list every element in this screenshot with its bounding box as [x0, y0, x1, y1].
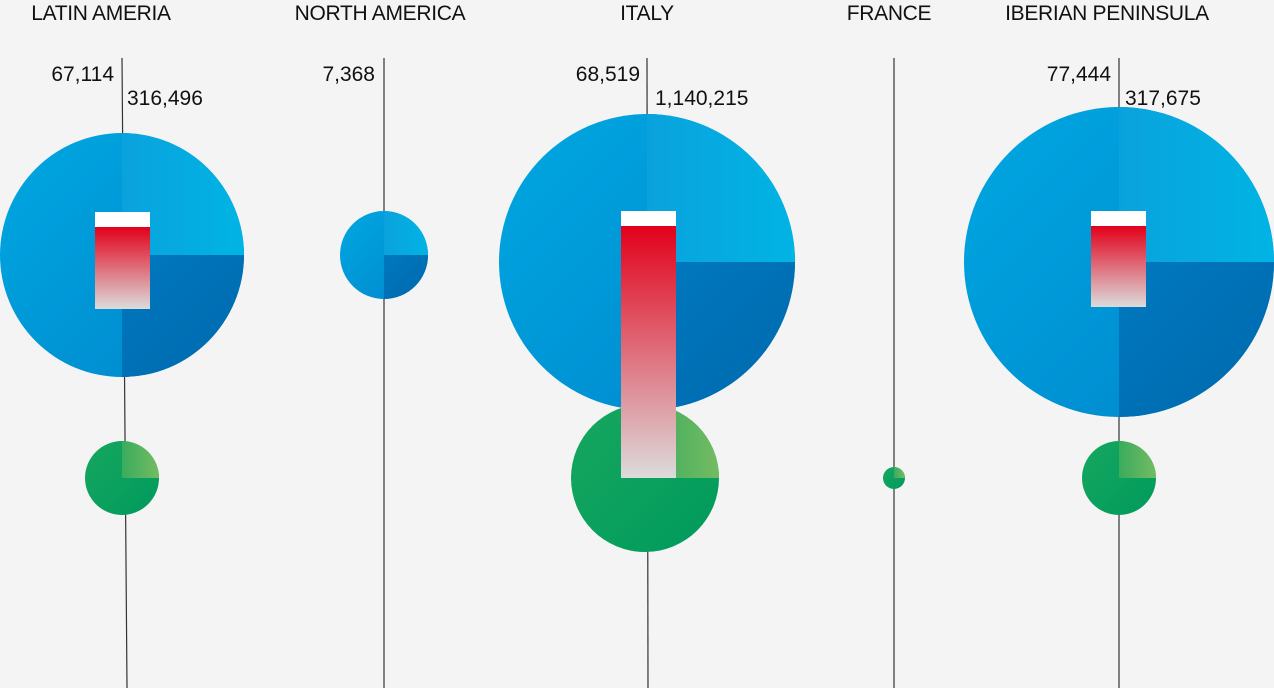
bar-cap: [621, 211, 676, 226]
blue-circle-quadrant-bottom: [1119, 262, 1274, 417]
blue-circle-quadrant-bottom: [122, 255, 244, 377]
green-circle-quadrant: [894, 467, 905, 478]
blue-circle-quadrant-bottom: [647, 262, 795, 410]
green-circles: [85, 404, 1156, 552]
value-label-side: 317,675: [1125, 87, 1201, 110]
blue-circle-quadrant-bottom: [384, 255, 428, 299]
value-label-side: 1,140,215: [655, 87, 748, 110]
bar-cap: [1091, 211, 1146, 226]
green-circle-quadrant: [122, 441, 159, 478]
blue-circle-quadrant-top: [384, 211, 428, 255]
labels: LATIN AMERIA 67,114 316,496 NORTH AMERICA 7,…: [31, 2, 1209, 110]
value-label-top: 67,114: [51, 63, 114, 86]
region-label: FRANCE: [847, 2, 932, 25]
blue-circle-quadrant-top: [1119, 107, 1274, 262]
bar: [621, 226, 676, 478]
value-label-top: 77,444: [1047, 63, 1112, 86]
value-label-side: 316,496: [127, 87, 203, 110]
region-label: LATIN AMERIA: [31, 2, 171, 25]
blue-circle-quadrant-top: [647, 114, 795, 262]
bar-cap: [95, 212, 150, 227]
bar: [95, 227, 150, 309]
value-label-top: 7,368: [322, 63, 375, 86]
region-label: ITALY: [620, 2, 674, 25]
blue-circle-quadrant-top: [122, 133, 244, 255]
bar: [1091, 226, 1146, 307]
region-label: NORTH AMERICA: [295, 2, 466, 25]
bars: [95, 211, 1146, 478]
value-label-top: 68,519: [576, 63, 640, 86]
green-circle-quadrant: [1119, 441, 1156, 478]
region-label: IBERIAN PENINSULA: [1005, 2, 1209, 25]
